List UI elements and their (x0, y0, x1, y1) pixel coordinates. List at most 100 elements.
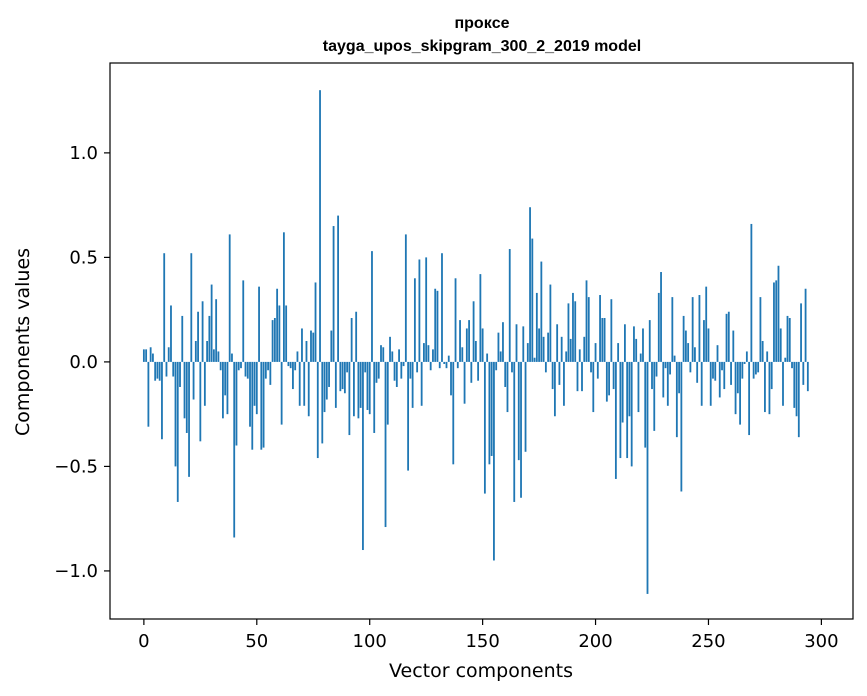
bar-component-11 (167, 347, 170, 362)
bar-component-0 (142, 349, 145, 362)
bar-component-144 (468, 320, 470, 362)
bar-component-70 (301, 328, 303, 362)
bar-component-168 (522, 326, 525, 362)
bar-component-121 (416, 361, 419, 373)
y-tick-label-1: −0.5 (54, 456, 98, 477)
bar-component-219 (637, 361, 640, 413)
bar-component-293 (804, 288, 807, 362)
bar-component-109 (389, 336, 391, 362)
bar-component-209 (614, 361, 617, 479)
bar-component-51 (258, 286, 260, 362)
bar-component-41 (235, 361, 238, 446)
bar-component-24 (197, 311, 199, 362)
bar-component-17 (181, 315, 184, 362)
bar-component-73 (307, 361, 310, 417)
bar-component-132 (441, 253, 443, 362)
bar-component-202 (599, 295, 601, 362)
bar-component-135 (447, 355, 450, 362)
bar-component-162 (508, 249, 511, 362)
bar-component-253 (714, 361, 717, 381)
bar-component-231 (664, 361, 667, 369)
x-axis-ticks: 0 50 100 150 200 250 300 (138, 619, 839, 652)
plot-frame (109, 62, 854, 620)
bar-component-95 (357, 361, 360, 419)
bar-component-65 (289, 361, 292, 369)
bar-component-57 (271, 320, 274, 362)
bar-component-68 (296, 351, 299, 362)
bar-component-228 (657, 292, 660, 362)
y-tick-label-4: 1.0 (69, 143, 98, 164)
bar-component-21 (190, 253, 193, 362)
bar-component-285 (786, 315, 789, 362)
bar-component-283 (782, 361, 784, 406)
bar-component-151 (483, 361, 486, 494)
bar-component-174 (535, 292, 538, 362)
bar-component-196 (585, 280, 588, 362)
bar-component-119 (411, 361, 414, 408)
bar-component-163 (511, 361, 513, 373)
bar-component-32 (215, 299, 218, 362)
bar-component-5 (154, 361, 157, 381)
bar-component-8 (161, 361, 163, 440)
bar-component-98 (364, 361, 367, 373)
bar-component-25 (199, 361, 202, 442)
bar-component-167 (520, 361, 522, 498)
bar-component-215 (628, 361, 631, 417)
bar-component-128 (432, 349, 434, 362)
bar-component-87 (339, 361, 342, 392)
bar-component-55 (267, 361, 269, 371)
bar-component-123 (420, 361, 423, 406)
bar-component-111 (393, 361, 396, 381)
bar-component-19 (185, 361, 188, 433)
bar-component-286 (788, 318, 791, 362)
bar-component-114 (400, 361, 403, 379)
bar-component-136 (450, 361, 452, 396)
bar-component-53 (262, 361, 265, 448)
bar-component-141 (461, 347, 464, 362)
bar-component-232 (666, 361, 669, 406)
y-axis-label: Components values (12, 248, 34, 436)
bar-component-200 (594, 343, 597, 362)
bar-component-143 (465, 328, 468, 362)
bar-component-126 (427, 345, 430, 362)
bar-component-39 (231, 353, 233, 362)
x-tick-label-0: 0 (138, 631, 149, 652)
bar-component-29 (208, 315, 211, 362)
bar-component-277 (768, 361, 771, 415)
bar-component-187 (565, 351, 568, 362)
bar-component-63 (285, 305, 288, 362)
bar-component-247 (700, 361, 703, 406)
bar-component-190 (572, 292, 574, 362)
bar-component-138 (454, 278, 457, 362)
bar-component-90 (346, 361, 349, 373)
bar-component-272 (757, 361, 760, 373)
x-tick-label-150: 150 (465, 631, 499, 652)
bar-component-181 (551, 361, 554, 390)
bar-component-71 (303, 361, 306, 406)
bar-component-100 (368, 361, 371, 415)
bar-component-290 (797, 361, 800, 438)
bar-component-89 (343, 361, 346, 394)
bar-component-153 (488, 361, 491, 465)
bar-component-214 (626, 361, 629, 459)
bar-component-9 (163, 253, 166, 362)
bar-component-69 (298, 361, 301, 406)
bar-component-240 (684, 330, 687, 362)
bar-component-282 (779, 328, 782, 362)
bar-component-189 (569, 338, 572, 362)
bar-component-275 (764, 361, 766, 413)
bar-component-166 (517, 361, 520, 461)
bar-component-93 (353, 361, 355, 417)
bar-component-152 (486, 353, 489, 362)
bar-component-54 (264, 361, 267, 379)
bar-component-260 (730, 361, 732, 385)
bar-component-75 (312, 332, 315, 362)
bars-group (142, 90, 809, 594)
bar-component-188 (567, 303, 570, 362)
bar-component-72 (305, 341, 308, 362)
bar-component-276 (766, 351, 769, 362)
bar-component-150 (481, 328, 484, 362)
bar-component-44 (242, 280, 245, 362)
bar-component-2 (147, 361, 150, 427)
